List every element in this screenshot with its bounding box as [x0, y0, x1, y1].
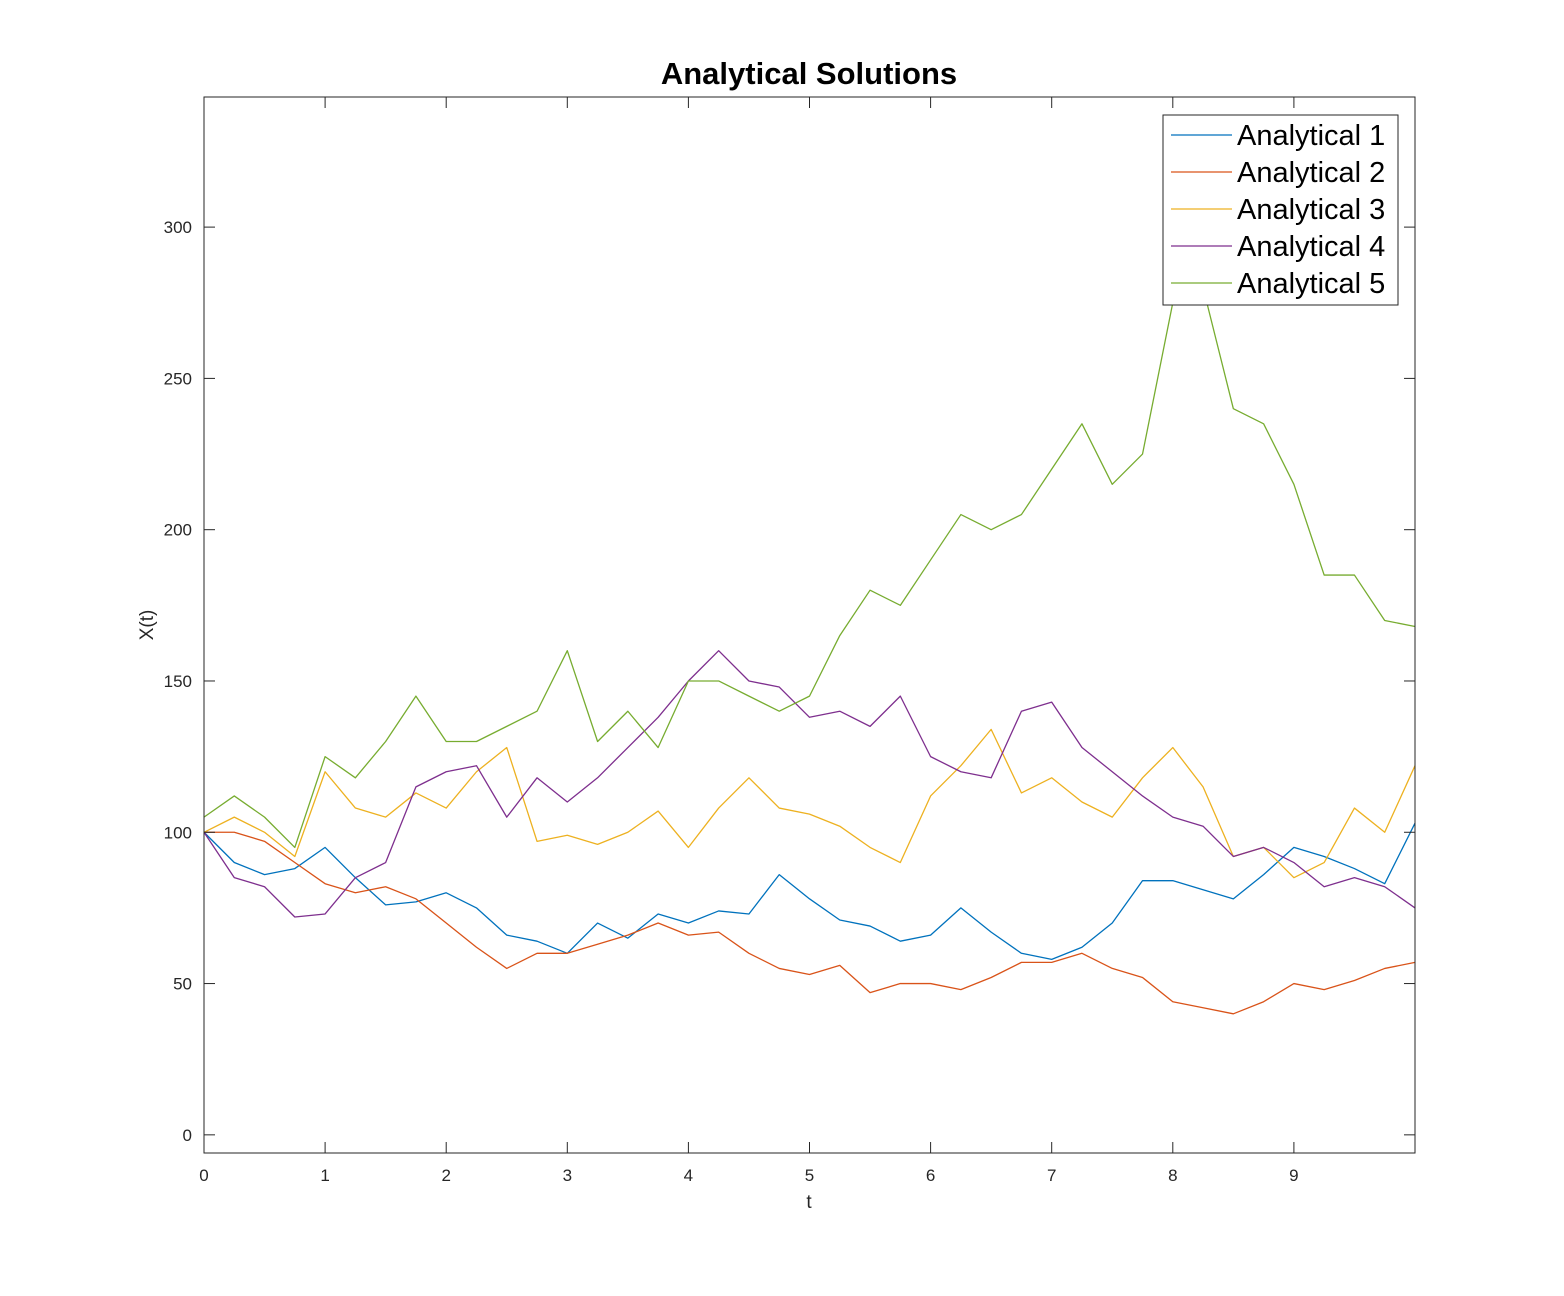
series-line-3	[203, 728, 1416, 879]
series-line-4	[203, 650, 1416, 918]
legend-box	[1162, 114, 1399, 306]
y-tick-label: 100	[164, 823, 192, 842]
x-tick-label: 9	[1289, 1166, 1298, 1185]
y-tick-label: 50	[173, 975, 192, 994]
chart-title: Analytical Solutions	[661, 56, 957, 91]
legend-label-2: Analytical 2	[1237, 157, 1385, 189]
x-tick-label: 7	[1047, 1166, 1056, 1185]
ticks-layer: 0 1 2 3 4 5 6 7 8 9 0 50 100 150 200 250 300	[164, 97, 1415, 1185]
y-tick-label: 0	[183, 1126, 192, 1145]
x-tick-label: 5	[805, 1166, 814, 1185]
y-tick-label: 200	[164, 521, 192, 540]
legend-items: Analytical 1 Analytical 2 Analytical 3 Anal…	[1171, 120, 1385, 300]
x-tick-label: 1	[320, 1166, 329, 1185]
x-tick-label: 8	[1168, 1166, 1177, 1185]
legend: Analytical 1 Analytical 2 Analytical 3 Anal…	[1162, 114, 1399, 306]
y-tick-label: 300	[164, 218, 192, 237]
x-tick-label: 3	[563, 1166, 572, 1185]
legend-label-5: Analytical 5	[1237, 268, 1385, 300]
legend-label-4: Analytical 4	[1237, 231, 1385, 263]
x-tick-label: 0	[199, 1166, 208, 1185]
x-tick-label: 6	[926, 1166, 935, 1185]
x-tick-label: 4	[684, 1166, 693, 1185]
series-line-5	[203, 286, 1416, 849]
x-axis-label: t	[806, 1192, 812, 1213]
y-axis-label: X(t)	[137, 610, 158, 641]
series-line-2	[204, 831, 1416, 1015]
series-line-1	[203, 822, 1416, 960]
legend-label-1: Analytical 1	[1237, 120, 1385, 152]
legend-label-3: Analytical 3	[1237, 194, 1385, 226]
series-layer	[203, 286, 1416, 1015]
y-tick-label: 150	[164, 672, 192, 691]
y-tick-label: 250	[164, 369, 192, 388]
x-tick-label: 2	[441, 1166, 450, 1185]
